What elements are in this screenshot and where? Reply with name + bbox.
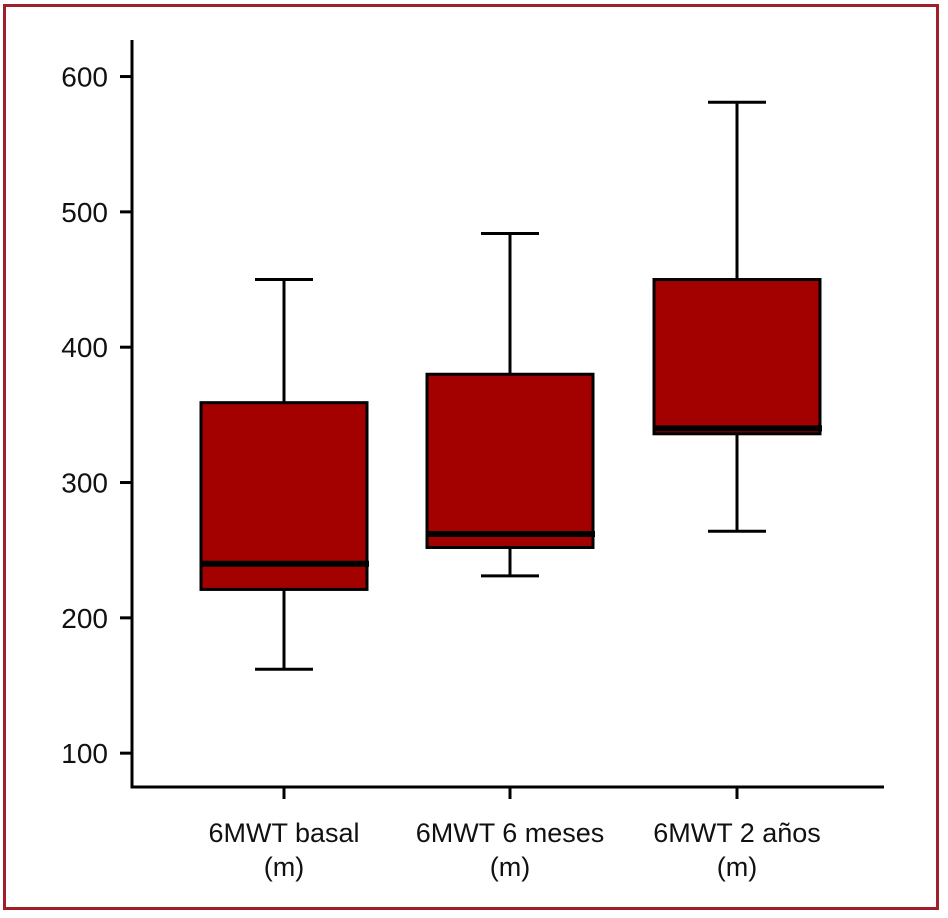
y-tick-label: 500: [61, 197, 108, 228]
figure-frame: [3, 4, 939, 910]
y-tick-label: 600: [61, 62, 108, 93]
iqr-box: [199, 401, 369, 591]
box-3: [652, 100, 822, 533]
x-axis: 6MWT basal (m) 6MWT 6 meses (m) 6MWT 2 años (…: [130, 785, 884, 882]
box-1: [199, 278, 369, 671]
x-tick-label: 6MWT 2 años: [653, 818, 821, 848]
box-series: [199, 100, 822, 671]
y-tick-label: 200: [61, 603, 108, 634]
y-axis: 100 200 300 400 500 600: [61, 40, 134, 787]
x-tick-label: 6MWT 6 meses: [416, 818, 605, 848]
x-tick-label-unit: (m): [264, 852, 304, 882]
iqr-box: [425, 372, 595, 549]
iqr-box: [652, 278, 822, 436]
x-tick-label: 6MWT basal: [208, 818, 359, 848]
x-tick-label-unit: (m): [490, 852, 530, 882]
y-tick-label: 300: [61, 468, 108, 499]
y-tick-label: 400: [61, 332, 108, 363]
box-2: [425, 232, 595, 578]
x-tick-label-unit: (m): [717, 852, 757, 882]
y-tick-label: 100: [61, 738, 108, 769]
